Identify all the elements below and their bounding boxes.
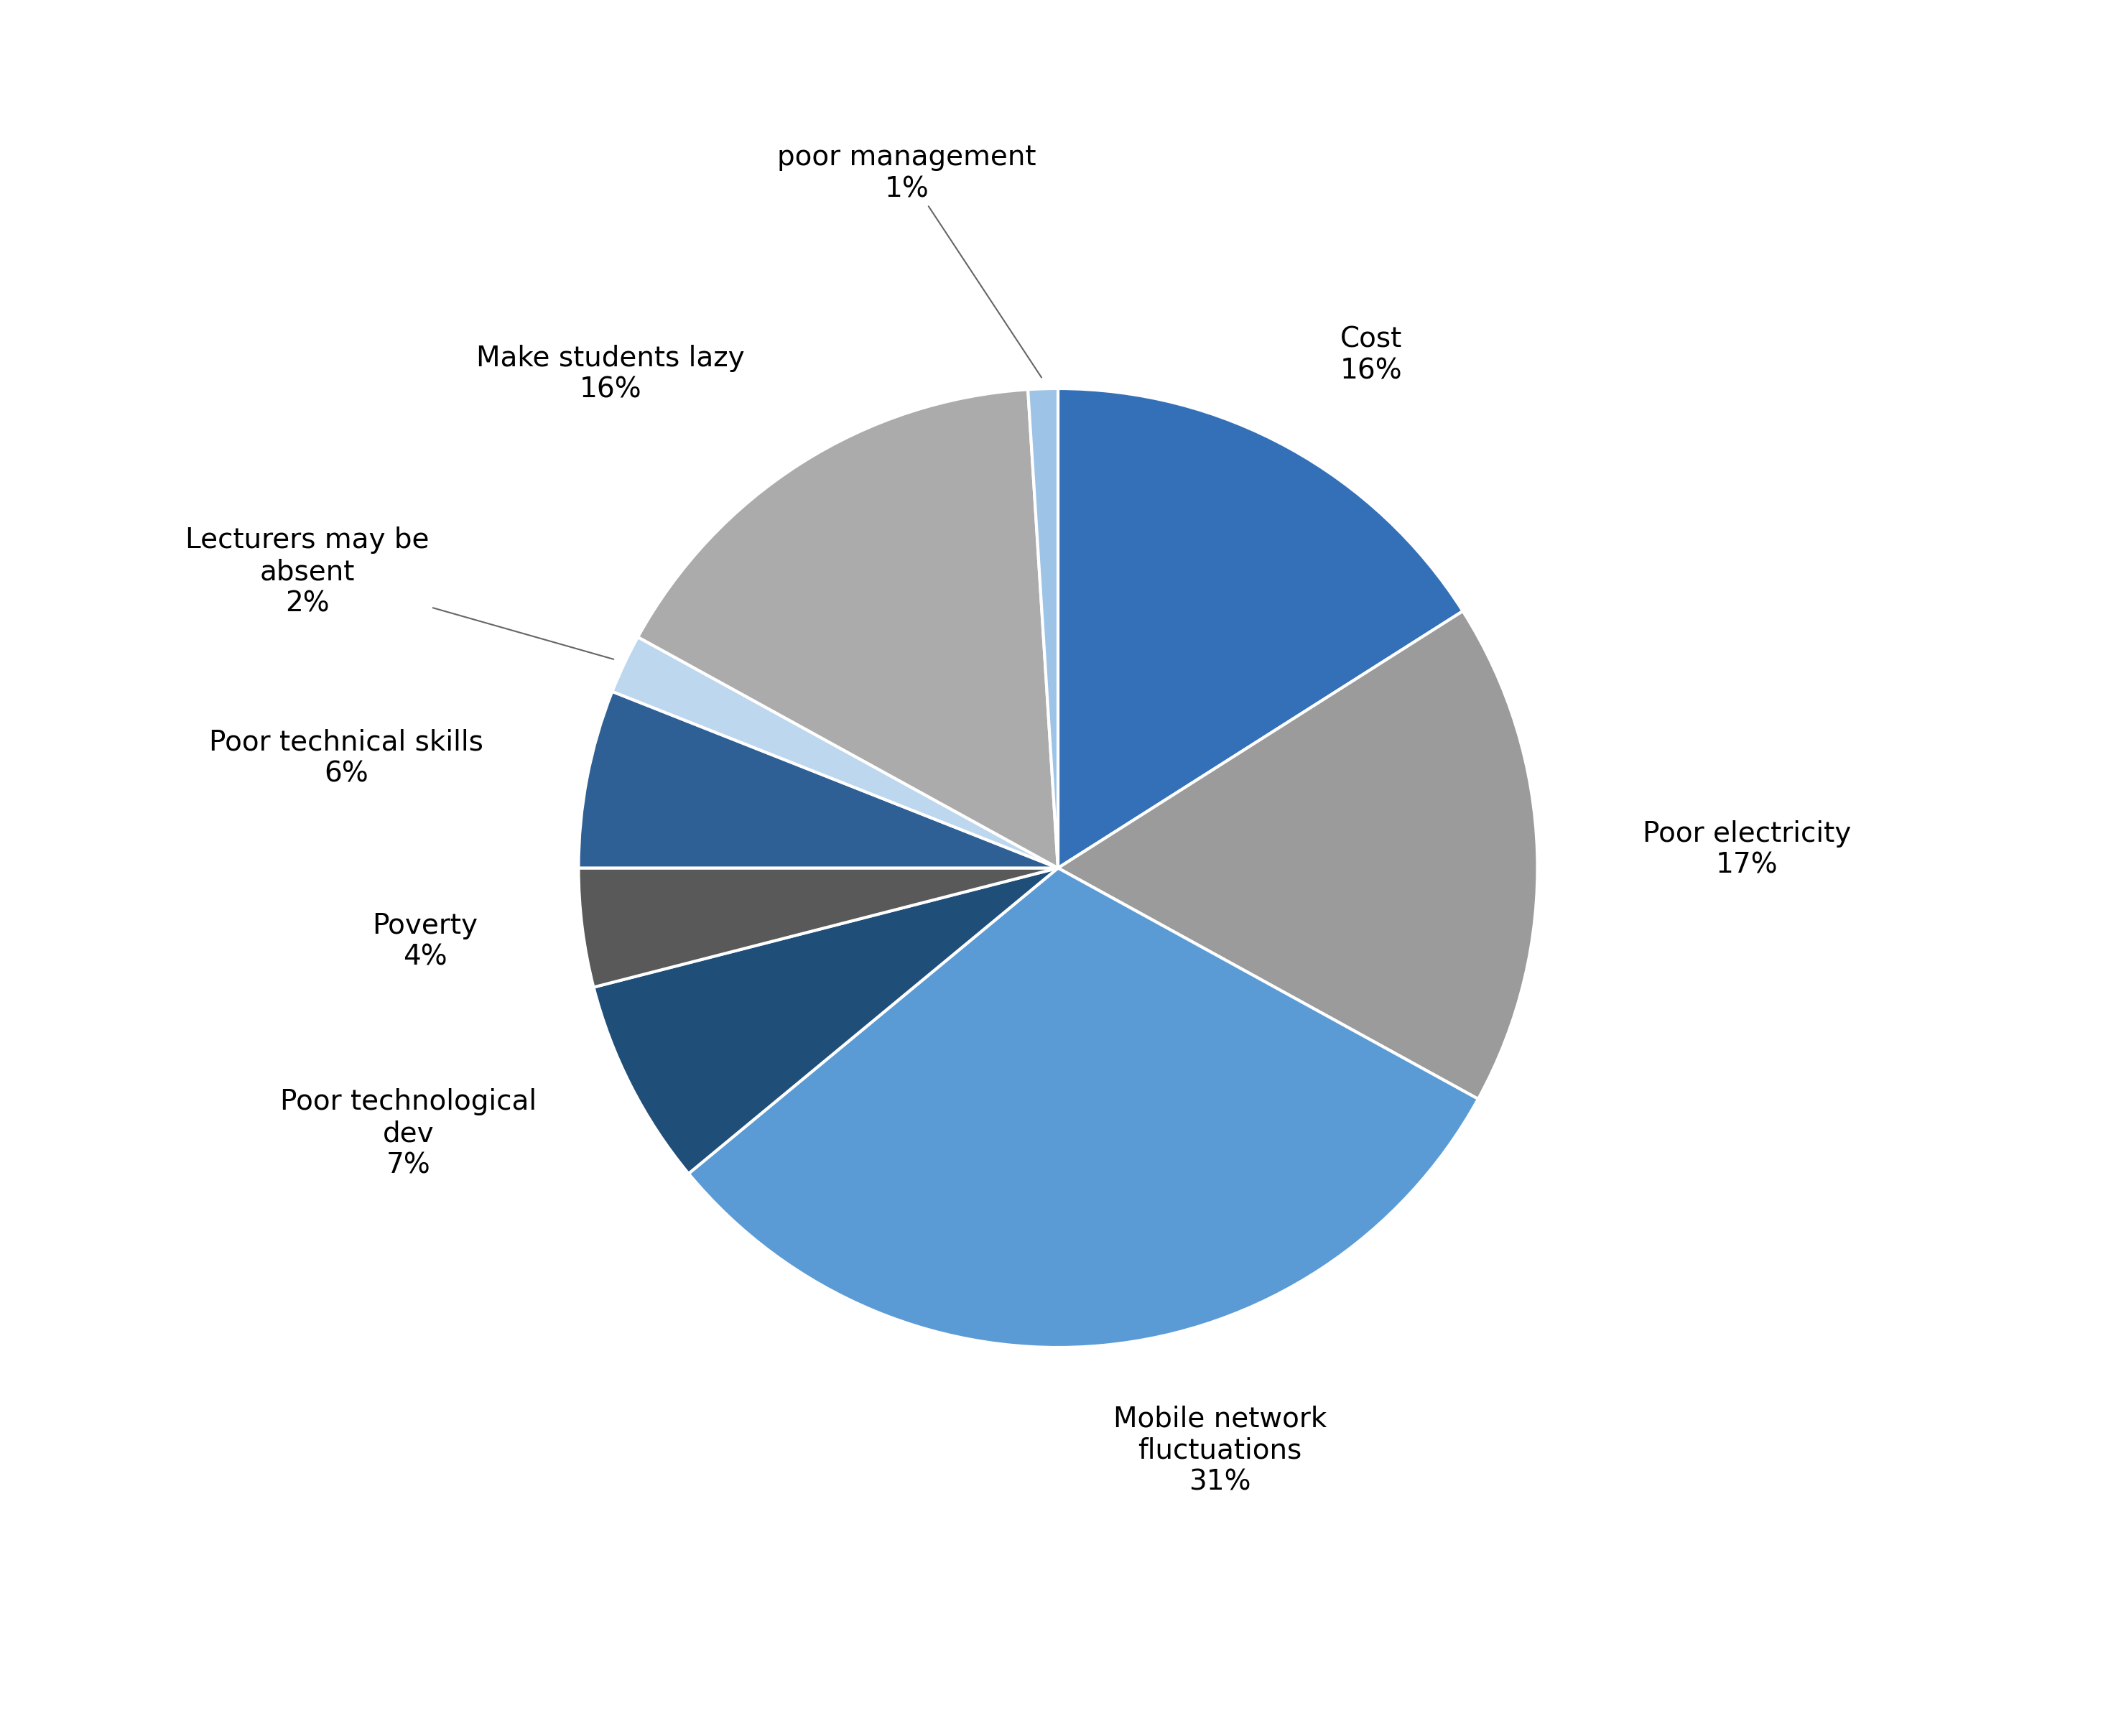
Text: poor management
1%: poor management 1% [777,144,1041,377]
Wedge shape [578,691,1058,868]
Wedge shape [612,637,1058,868]
Text: Poor technical skills
6%: Poor technical skills 6% [209,729,482,788]
Wedge shape [595,868,1058,1174]
Wedge shape [1028,389,1058,868]
Wedge shape [688,868,1479,1347]
Wedge shape [578,868,1058,988]
Text: Cost
16%: Cost 16% [1339,326,1403,385]
Text: Poverty
4%: Poverty 4% [372,911,478,970]
Text: Lecturers may be
absent
2%: Lecturers may be absent 2% [184,526,614,660]
Text: Make students lazy
16%: Make students lazy 16% [476,345,745,403]
Wedge shape [1058,611,1538,1099]
Text: Poor electricity
17%: Poor electricity 17% [1642,819,1852,878]
Wedge shape [1058,389,1462,868]
Text: Mobile network
fluctuations
31%: Mobile network fluctuations 31% [1113,1404,1327,1496]
Wedge shape [637,389,1058,868]
Text: Poor technological
dev
7%: Poor technological dev 7% [279,1088,537,1179]
